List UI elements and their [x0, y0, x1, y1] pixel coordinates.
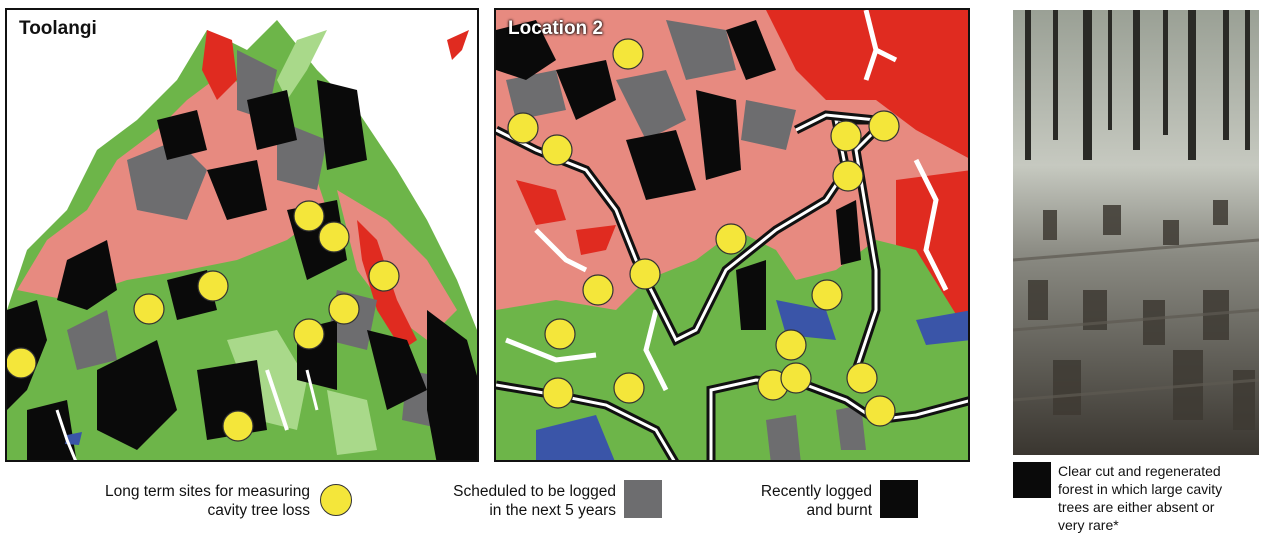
site-marker	[868, 110, 900, 142]
scheduled-patch	[666, 20, 736, 80]
stream	[265, 369, 289, 431]
logged-patch	[247, 90, 297, 150]
stream	[305, 369, 319, 411]
site-markers	[507, 38, 900, 427]
logged-patch	[726, 20, 776, 80]
water-patch	[536, 415, 615, 460]
site-marker	[197, 270, 229, 302]
site-marker	[541, 134, 573, 166]
red-patch	[766, 10, 968, 158]
stream	[534, 228, 588, 273]
map-title: Toolangi	[19, 18, 97, 39]
scheduled-patch	[67, 310, 117, 370]
stream	[505, 337, 597, 363]
scheduled-patch	[616, 70, 686, 140]
road-centerline	[496, 383, 676, 460]
site-marker	[613, 372, 645, 404]
red-patch	[576, 225, 616, 255]
site-marker	[7, 347, 37, 379]
logged-patch	[836, 200, 861, 265]
site-marker	[542, 377, 574, 409]
red-patch	[447, 30, 469, 60]
site-markers	[7, 200, 400, 442]
red-patch	[516, 180, 566, 225]
scheduled-patch	[836, 405, 866, 450]
legend-scheduled-swatch	[624, 480, 662, 518]
site-marker	[715, 223, 747, 255]
site-marker	[830, 120, 862, 152]
logged-patch	[57, 240, 117, 310]
site-marker	[780, 362, 812, 394]
legend-sites-label: Long term sites for measuring cavity tre…	[104, 483, 310, 519]
light-green-patch	[277, 30, 327, 100]
site-marker	[629, 258, 661, 290]
legend-scheduled-label: Scheduled to be logged in the next 5 yea…	[453, 483, 616, 519]
scheduled-patch	[506, 70, 566, 120]
legend-logged-label: Recently logged and burnt	[760, 483, 872, 519]
logged-patch	[696, 90, 741, 180]
road-centerline	[496, 118, 878, 371]
light-green-patch	[227, 330, 307, 430]
clearcut-forest-photo	[1013, 10, 1259, 455]
map-title: Location 2	[508, 18, 604, 39]
scheduled-patch	[741, 100, 796, 150]
logged-patch	[367, 330, 427, 410]
logged-patch	[207, 160, 267, 220]
stream	[643, 309, 669, 392]
site-marker	[864, 395, 896, 427]
site-marker	[811, 279, 843, 311]
logged-patch	[556, 60, 616, 120]
logged-patch	[97, 340, 177, 450]
legend-site-marker	[320, 484, 352, 516]
stream	[863, 10, 898, 81]
photo-caption-swatch	[1013, 462, 1051, 498]
map-toolangi-canvas	[7, 20, 477, 460]
site-marker	[368, 260, 400, 292]
site-marker	[612, 38, 644, 70]
site-marker	[832, 160, 864, 192]
stream	[913, 158, 949, 292]
site-marker	[544, 318, 576, 350]
stream	[55, 409, 77, 460]
site-marker	[582, 274, 614, 306]
logged-patch	[157, 110, 207, 160]
site-marker	[293, 200, 325, 232]
red-patch	[202, 30, 237, 100]
site-marker	[293, 318, 325, 350]
legend-logged-swatch	[880, 480, 918, 518]
logged-patch	[626, 130, 696, 200]
logged-patch	[496, 20, 556, 80]
photo-caption: Clear cut and regenerated forest in whic…	[1058, 463, 1223, 533]
scheduled-patch	[127, 140, 207, 220]
site-marker	[318, 221, 350, 253]
map-toolangi: Toolangi	[5, 8, 479, 462]
road-centerline	[709, 378, 968, 460]
light-green-patch	[327, 390, 377, 455]
site-marker	[846, 362, 878, 394]
site-marker	[222, 410, 254, 442]
site-marker	[507, 112, 539, 144]
logged-patch	[27, 400, 77, 460]
water-patch	[916, 310, 968, 345]
salmon-zone	[337, 190, 457, 340]
map-location-2: Location 2	[494, 8, 970, 462]
site-marker	[775, 329, 807, 361]
logged-patch	[736, 260, 766, 330]
scheduled-patch	[766, 415, 801, 460]
site-marker	[328, 293, 360, 325]
site-marker	[133, 293, 165, 325]
logged-patch	[427, 310, 477, 460]
map-location-2-canvas	[496, 10, 968, 460]
logged-patch	[317, 80, 367, 170]
road-centerline	[795, 113, 877, 132]
clearcut-forest-image	[1013, 10, 1259, 455]
